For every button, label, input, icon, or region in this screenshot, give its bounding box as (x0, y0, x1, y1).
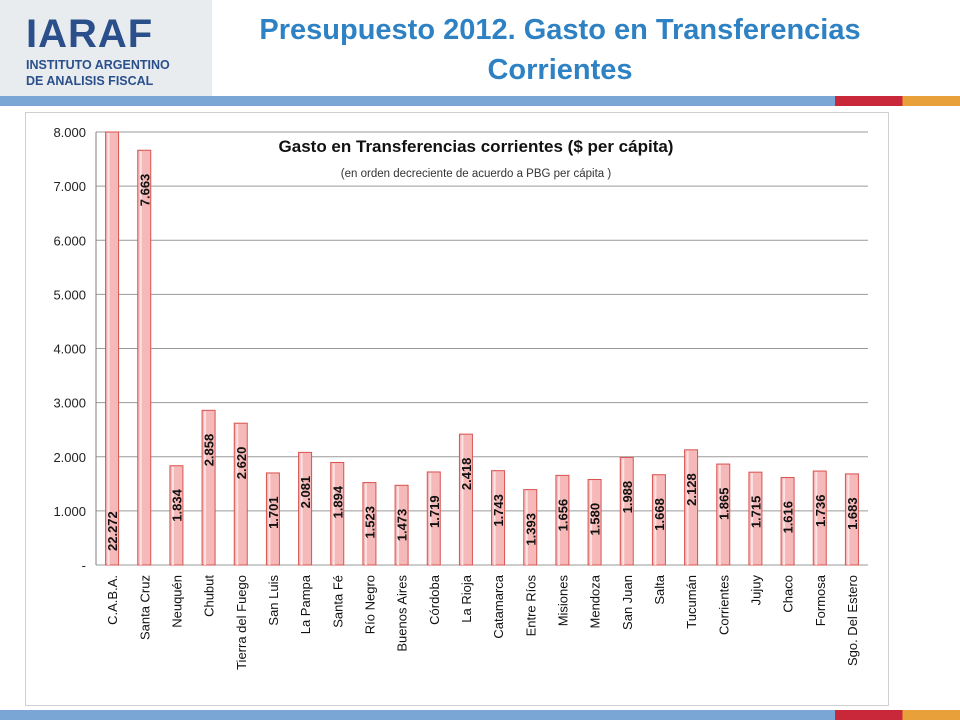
bar (684, 449, 699, 566)
y-tick-label: - (82, 558, 86, 573)
data-label: 1.743 (491, 494, 506, 527)
x-tick-label: Chubut (202, 575, 217, 617)
chart-subtitle: (en orden decreciente de acuerdo a PBG p… (341, 168, 612, 180)
x-tick-label: Neuquén (169, 575, 184, 628)
y-tick-label: 2.000 (53, 450, 86, 465)
top-color-strip (0, 96, 960, 106)
bar (201, 409, 216, 566)
data-label: 1.523 (362, 506, 377, 539)
y-tick-label: 3.000 (53, 396, 86, 411)
data-label: 1.683 (845, 497, 860, 530)
data-label: 2.858 (202, 434, 217, 467)
y-tick-label: 8.000 (53, 125, 86, 140)
bar-chart: - 1.000 2.000 3.000 4.000 5.000 6.000 7.000 8.00… (53, 125, 868, 670)
y-tick-label: 1.000 (53, 504, 86, 519)
bottom-color-strip (0, 710, 960, 720)
data-label: 1.988 (620, 481, 635, 514)
data-label: 2.418 (459, 458, 474, 491)
x-tick-label: Corrientes (716, 575, 731, 635)
chart-frame: - 1.000 2.000 3.000 4.000 5.000 6.000 7.000 8.00… (25, 112, 889, 706)
x-tick-label: San Juan (620, 575, 635, 630)
x-tick-label: Sgo. Del Estero (845, 575, 860, 666)
data-label: 1.656 (555, 499, 570, 532)
data-label: 2.081 (298, 476, 313, 509)
data-label: 1.719 (427, 495, 442, 528)
y-tick-label: 6.000 (53, 233, 86, 248)
x-tick-label: San Luis (266, 575, 281, 626)
data-label: 1.473 (395, 509, 410, 542)
data-label: 1.393 (523, 513, 538, 546)
data-label: 22.272 (105, 511, 120, 551)
y-tick-label: 7.000 (53, 179, 86, 194)
data-label: 1.668 (652, 498, 667, 531)
x-tick-label: Chaco (781, 575, 796, 613)
x-tick-label: Entre Ríos (523, 575, 538, 637)
x-tick-label: Tierra del Fuego (234, 575, 249, 670)
x-tick-label: Córdoba (427, 574, 442, 625)
logo-wordmark: IARAF (26, 12, 154, 56)
logo: IARAF INSTITUTO ARGENTINO DE ANALISIS FI… (0, 0, 212, 96)
data-label: 2.128 (684, 473, 699, 506)
slide-title-line-2: Corrientes (487, 54, 633, 86)
slide-title-line-1: Presupuesto 2012. Gasto en Transferencia… (259, 14, 861, 46)
chart-title: Gasto en Transferencias corrientes ($ pe… (279, 137, 674, 156)
x-tick-label: La Rioja (459, 574, 474, 622)
data-label: 1.715 (748, 496, 763, 529)
x-tick-label: Buenos Aires (395, 575, 410, 652)
data-label: 7.663 (137, 174, 152, 207)
data-label: 1.616 (781, 501, 796, 534)
bar (137, 149, 152, 566)
bar (105, 131, 120, 566)
logo-line-1: INSTITUTO ARGENTINO (26, 58, 170, 72)
x-tick-label: Santa Cruz (137, 575, 152, 640)
x-tick-label: Misiones (555, 575, 570, 627)
y-tick-label: 5.000 (53, 287, 86, 302)
data-label: 1.580 (588, 503, 603, 536)
data-label: 1.701 (266, 496, 281, 529)
x-tick-label: Salta (652, 574, 667, 604)
x-tick-label: Santa Fé (330, 575, 345, 628)
y-tick-label: 4.000 (53, 342, 86, 357)
x-tick-label: C.A.B.A. (105, 575, 120, 625)
x-tick-label: Tucumán (684, 575, 699, 629)
data-label: 1.834 (169, 488, 184, 521)
logo-line-2: DE ANALISIS FISCAL (26, 74, 154, 88)
x-tick-label: Río Negro (362, 575, 377, 634)
x-tick-label: La Pampa (298, 574, 313, 634)
bar (458, 433, 473, 566)
slide-title: Presupuesto 2012. Gasto en Transferencia… (215, 10, 905, 90)
x-tick-label: Formosa (813, 574, 828, 626)
data-label: 2.620 (234, 447, 249, 480)
x-tick-label: Mendoza (588, 574, 603, 628)
bar (233, 422, 248, 566)
data-label: 1.736 (813, 494, 828, 527)
data-label: 1.865 (716, 488, 731, 521)
x-tick-label: Jujuy (748, 575, 763, 606)
x-tick-label: Catamarca (491, 574, 506, 638)
data-label: 1.894 (330, 485, 345, 518)
